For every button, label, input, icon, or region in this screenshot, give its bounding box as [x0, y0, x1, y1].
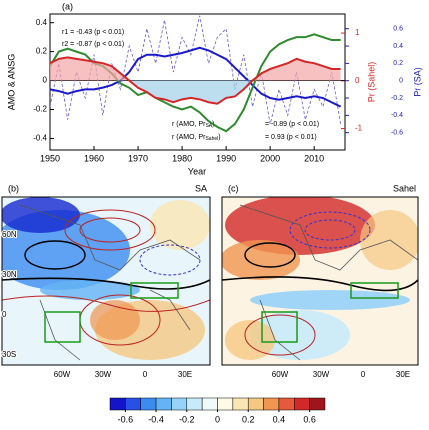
y2-tick-label: 1: [355, 28, 360, 37]
colorbar-tick-label: -0.6: [118, 414, 134, 424]
y2-tick-label: 0: [355, 76, 360, 85]
series-line: [50, 46, 342, 108]
colorbar-tick-label: 0.2: [242, 414, 255, 424]
x-tick-label: 1960: [84, 153, 104, 163]
y-tick-label: -0.4: [33, 134, 47, 143]
y3-tick-label: -0.4: [391, 112, 403, 119]
colorbar-tick-label: -0.2: [179, 414, 195, 424]
x-tick-label: 1950: [40, 153, 60, 163]
map-c: [222, 197, 418, 365]
area-negative: [50, 80, 341, 104]
color-box: [294, 397, 310, 411]
color-box: [278, 397, 295, 411]
area-positive: [50, 57, 341, 81]
y-axis-label: AMO & ANSG: [6, 54, 16, 111]
lon-label: 30E: [396, 370, 410, 379]
x-tick-label: 1990: [216, 153, 236, 163]
x-tick-label: 1980: [172, 153, 192, 163]
lat-label: 30N: [2, 270, 17, 279]
map-b: [2, 197, 210, 365]
series-line: [50, 15, 341, 125]
color-box: [109, 397, 126, 411]
y3-tick-label: 0.6: [393, 26, 403, 33]
x-tick-label: 2010: [304, 153, 324, 163]
colorbar-tick-label: 0.6: [303, 414, 316, 424]
y3-tick-label: -0.2: [391, 95, 403, 102]
y3-tick-label: -0.6: [391, 130, 403, 137]
color-box: [232, 397, 249, 411]
map-title: Sahel: [393, 183, 416, 193]
series-line: [50, 56, 341, 105]
corr-label: r (AMO, PrSahel) = 0.93 (p < 0.01): [172, 134, 317, 142]
colorbar-tick-label: -0.4: [148, 414, 164, 424]
y-tick-label: 0.4: [36, 18, 48, 27]
color-box: [155, 397, 172, 411]
color-box: [263, 397, 280, 411]
color-box: [186, 397, 203, 411]
x-tick-label: 1970: [128, 153, 148, 163]
y-tick-label: 0.2: [36, 47, 48, 56]
map-frame: [221, 196, 419, 366]
panel-label: (a): [62, 1, 73, 11]
corr-text: r (AMO, Pr: [172, 134, 206, 141]
lon-label: 0: [143, 370, 148, 379]
annotation: r2 = -0.87 (p < 0.01): [62, 41, 124, 48]
x-tick-label: 2000: [260, 153, 280, 163]
corr-stat: = -0.89 (p < 0.01): [265, 121, 319, 128]
annotation: r1 = -0.43 (p < 0.01): [62, 29, 124, 36]
lat-label: 0: [2, 310, 7, 319]
color-box: [247, 397, 264, 411]
colorbar-tick-label: 0: [215, 414, 220, 424]
corr-text: r (AMO, Pr: [172, 121, 206, 128]
lon-label: 60W: [54, 370, 71, 379]
panel-label: (c): [228, 183, 239, 193]
x-axis-label: Year: [188, 166, 206, 176]
y-tick-label: 0: [43, 76, 48, 85]
lon-label: 0: [361, 370, 366, 379]
color-box: [201, 397, 218, 411]
color-box: [217, 397, 234, 411]
plot-area: [50, 15, 342, 133]
corr-sub: Sahel: [205, 136, 218, 142]
color-box: [140, 397, 157, 411]
lat-label: 30S: [2, 350, 16, 359]
lat-label: 60N: [2, 230, 17, 239]
colorbar-tick-label: 0.4: [273, 414, 286, 424]
lon-label: 60W: [272, 370, 289, 379]
y2-tick-label: -1: [355, 124, 363, 133]
corr-tail: ): [218, 134, 220, 141]
y-tick-label: -0.2: [33, 105, 47, 114]
map-frame: [1, 196, 211, 366]
corr-sub: SA: [205, 123, 212, 129]
y2-axis-label: Pr (Sahel): [366, 62, 376, 103]
y3-tick-label: 0: [399, 78, 403, 85]
map-title: SA: [195, 183, 207, 193]
lon-label: 30W: [95, 370, 112, 379]
corr-label: r (AMO, PrSA) = -0.89 (p < 0.01): [172, 121, 319, 129]
panel-label: (b): [8, 183, 19, 193]
color-box: [171, 397, 188, 411]
lon-label: 30E: [178, 370, 192, 379]
plot-frame: [49, 13, 346, 151]
color-box: [125, 397, 141, 411]
y3-axis-label: Pr (SA): [412, 67, 422, 97]
lon-label: 30W: [313, 370, 330, 379]
y3-tick-label: 0.2: [393, 60, 403, 67]
y3-tick-label: 0.4: [393, 43, 403, 50]
color-box: [309, 397, 326, 411]
corr-stat: = 0.93 (p < 0.01): [265, 134, 317, 141]
